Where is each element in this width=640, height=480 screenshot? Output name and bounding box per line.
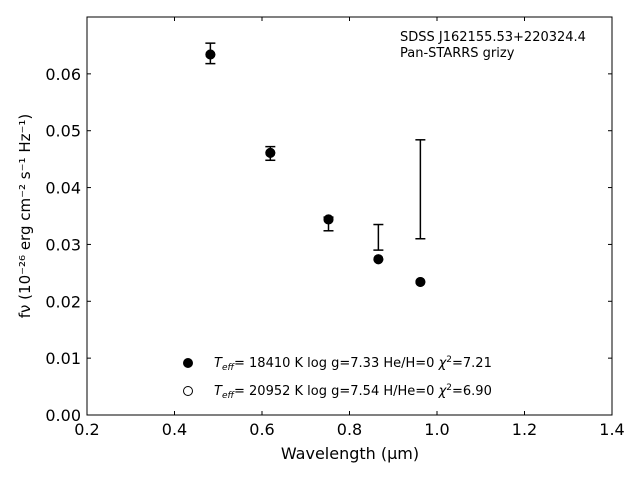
annotation-line-1: SDSS J162155.53+220324.4 [400, 30, 586, 45]
x-axis-label: Wavelength (μm) [281, 444, 419, 463]
y-tick-label: 0.05 [45, 122, 81, 141]
y-tick-label: 0.01 [45, 349, 81, 368]
x-tick-label: 0.6 [249, 420, 274, 439]
data-point-filled [415, 276, 426, 287]
data-point-filled [373, 254, 384, 265]
data-point-filled [265, 147, 276, 158]
x-tick-label: 0.2 [74, 420, 99, 439]
legend-entry-2: Teff= 20952 K log g=7.54 H/He=0 χ2=6.90 [214, 383, 492, 401]
y-tick-label: 0.06 [45, 65, 81, 84]
x-tick-label: 1.0 [424, 420, 449, 439]
x-tick-label: 1.4 [599, 420, 624, 439]
annotation-line-2: Pan-STARRS grizy [400, 46, 515, 61]
data-point-filled [205, 49, 216, 60]
data-markers [205, 49, 426, 287]
data-point-filled [323, 214, 334, 225]
legend-marker-open [183, 386, 193, 396]
legend-entry-1: Teff= 18410 K log g=7.33 He/H=0 χ2=7.21 [214, 355, 492, 373]
x-tick-label: 0.4 [162, 420, 187, 439]
x-tick-label: 1.2 [512, 420, 537, 439]
axis-ticks: 0.2 0.4 0.6 0.8 1.0 1.2 1.4 0.00 0.01 0.02 0.03 0.0… [45, 17, 625, 439]
y-tick-label: 0.03 [45, 235, 81, 254]
legend: Teff= 18410 K log g=7.33 He/H=0 χ2=7.21 … [183, 355, 492, 401]
y-axis-label: fν (10⁻²⁶ erg cm⁻² s⁻¹ Hz⁻¹) [16, 114, 34, 319]
y-tick-label: 0.00 [45, 406, 81, 425]
x-tick-label: 0.8 [337, 420, 362, 439]
error-bars [205, 42, 426, 251]
y-tick-label: 0.04 [45, 179, 81, 198]
y-tick-label: 0.02 [45, 292, 81, 311]
legend-marker-filled [183, 358, 193, 368]
